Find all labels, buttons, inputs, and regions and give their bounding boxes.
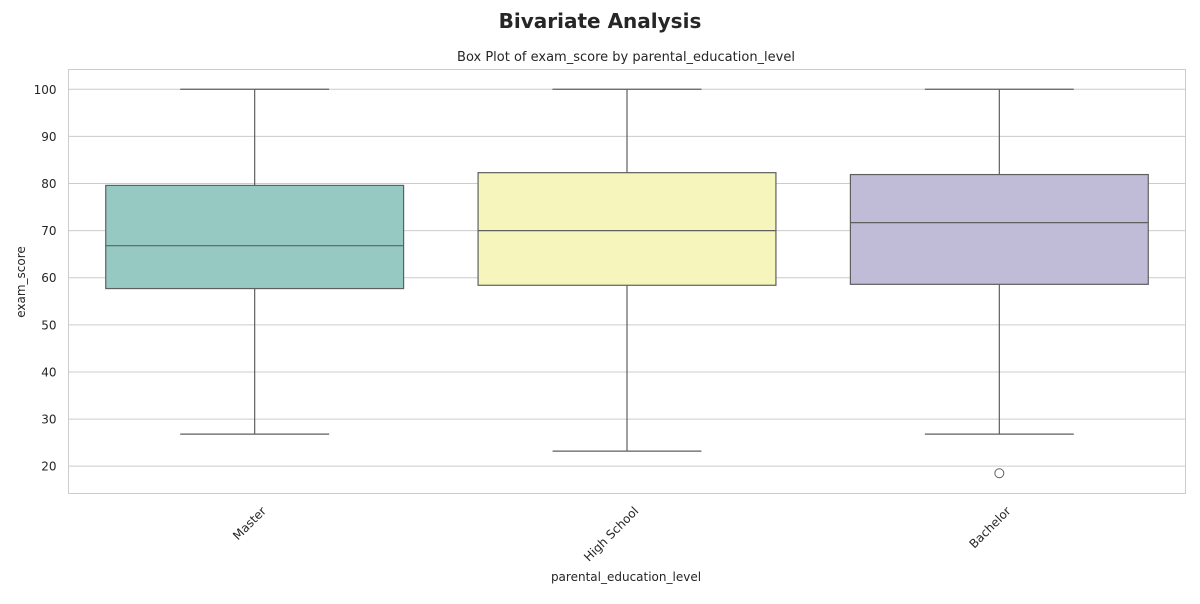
box-series [105, 88, 1149, 479]
x-tick-label-0: Master [230, 504, 269, 543]
iqr-box [849, 173, 1149, 285]
iqr-box [477, 172, 777, 286]
y-tick-label-100: 100 [34, 83, 57, 97]
y-tick-label-90: 90 [41, 130, 56, 144]
y-tick-label-30: 30 [41, 413, 56, 427]
x-tick-label-2: Bachelor [966, 504, 1013, 551]
plot-frame [68, 69, 1186, 494]
x-axis-ticks: Master High School Bachelor [230, 504, 1014, 564]
x-tick-label-1: High School [581, 504, 641, 564]
y-tick-label-80: 80 [41, 177, 56, 191]
outlier-point [994, 468, 1005, 479]
x-axis-label: parental_education_level [551, 570, 701, 584]
y-tick-label-40: 40 [41, 365, 56, 379]
iqr-box [105, 184, 405, 290]
box-group-0 [105, 88, 405, 435]
chart-title: Box Plot of exam_score by parental_educa… [457, 50, 795, 65]
y-axis-ticks: 20 30 40 50 60 70 80 90 100 [34, 83, 57, 474]
box-group-1 [477, 88, 777, 452]
y-tick-label-50: 50 [41, 318, 56, 332]
y-axis-label: exam_score [14, 246, 28, 318]
box-group-2 [849, 88, 1149, 479]
y-tick-label-60: 60 [41, 271, 56, 285]
y-tick-label-20: 20 [41, 460, 56, 474]
figure-title: Bivariate Analysis [499, 9, 702, 33]
y-tick-label-70: 70 [41, 224, 56, 238]
